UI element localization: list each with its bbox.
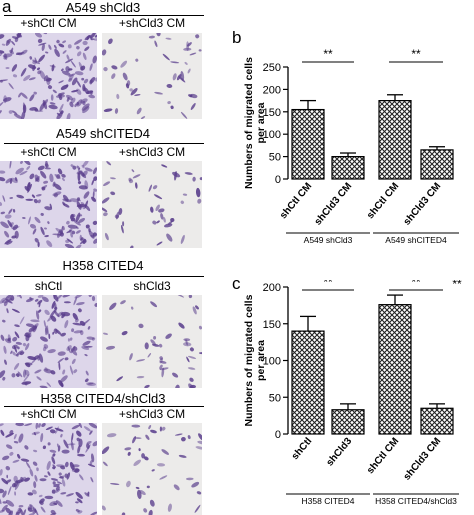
group-label: A549 shCld3 xyxy=(304,235,353,245)
bar xyxy=(378,99,412,180)
micrograph-image xyxy=(0,161,97,248)
section-title: A549 shCITED4 xyxy=(56,126,150,141)
bar xyxy=(291,330,325,435)
y-tick-label: 250 xyxy=(263,62,281,74)
section-rule xyxy=(4,143,204,144)
condition-label: +shCld3 CM xyxy=(118,145,186,159)
bar xyxy=(420,407,454,435)
significance-label: ** xyxy=(411,47,421,61)
category-label: shCld3 xyxy=(324,436,354,469)
group-label: H358 CITED4/shCld3 xyxy=(375,496,457,506)
section-title: H358 CITED4/shCld3 xyxy=(40,391,166,406)
condition-label: +shCld3 CM xyxy=(118,16,186,30)
y-tick-label: 150 xyxy=(263,319,281,331)
y-tick-label: 0 xyxy=(275,174,281,186)
section-rule xyxy=(4,276,204,277)
section-rule xyxy=(4,406,204,407)
micrograph-image xyxy=(102,295,202,388)
group-label: H358 CITED4 xyxy=(302,496,355,506)
y-tick-label: 200 xyxy=(263,282,281,294)
y-axis-label: Numbers of migrated cellsper area xyxy=(243,294,267,426)
condition-label: +shCtl CM xyxy=(20,407,77,421)
significance-label: ** xyxy=(323,280,333,289)
category-label: shCtl xyxy=(290,436,315,462)
bar xyxy=(291,108,325,180)
y-tick-label: 100 xyxy=(263,129,281,141)
significance-label: ** xyxy=(323,47,333,61)
section-rule xyxy=(4,15,204,16)
group-label: A549 shCITED4 xyxy=(385,235,447,245)
corner-annotation: ** xyxy=(452,280,462,291)
panel-letter-a: a xyxy=(2,0,12,16)
category-label: shCtl CM xyxy=(365,436,401,476)
panel-letter-c: c xyxy=(232,274,241,293)
condition-label: +shCld3 CM xyxy=(118,407,186,421)
y-tick-label: 200 xyxy=(263,84,281,96)
bar xyxy=(331,409,365,435)
category-label: shCld3 CM xyxy=(402,436,444,483)
condition-label: +shCtl CM xyxy=(20,145,77,159)
y-tick-label: 0 xyxy=(275,429,281,441)
condition-label: shCtl xyxy=(34,279,63,293)
bar xyxy=(378,304,412,435)
y-axis-label: Numbers of migrated cellsper area xyxy=(243,57,267,189)
y-tick-label: 50 xyxy=(269,152,281,164)
micrograph-image xyxy=(102,33,202,119)
panel-letter-b: b xyxy=(232,28,242,47)
micrograph-image xyxy=(0,33,97,119)
y-tick-label: 150 xyxy=(263,107,281,119)
bar xyxy=(420,149,454,180)
category-label: shCld3 CM xyxy=(402,181,444,228)
y-tick-label: 100 xyxy=(263,356,281,368)
y-tick-label: 50 xyxy=(269,392,281,404)
significance-label: ** xyxy=(411,280,421,289)
micrograph-image xyxy=(102,161,202,248)
section-title: A549 shCld3 xyxy=(65,0,141,15)
condition-label: shCld3 xyxy=(133,279,171,293)
micrograph-image xyxy=(0,295,97,388)
bar xyxy=(331,155,365,180)
section-title: H358 CITED4 xyxy=(62,258,144,273)
condition-label: +shCtl CM xyxy=(20,16,77,30)
category-label: shCtl CM xyxy=(365,181,401,221)
category-label: shCtl CM xyxy=(278,181,314,221)
category-label: shCld3 CM xyxy=(313,181,355,228)
micrograph-image xyxy=(0,423,97,515)
micrograph-image xyxy=(102,423,202,515)
